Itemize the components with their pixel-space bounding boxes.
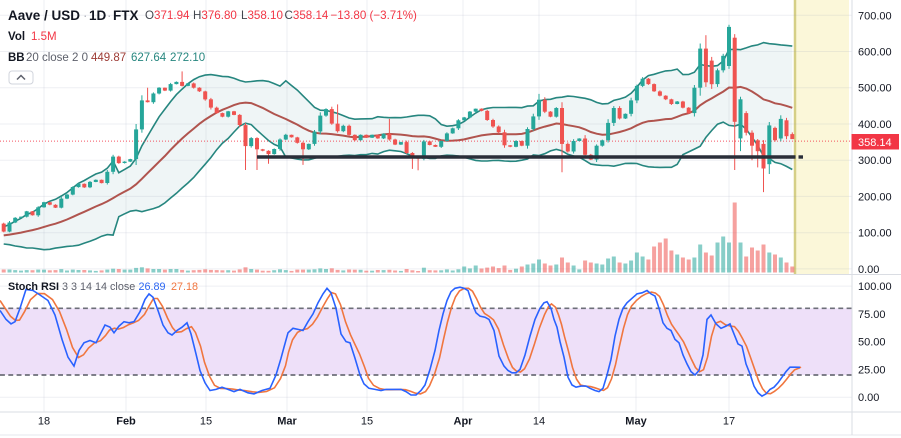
svg-text:0.00: 0.00 [858, 392, 879, 404]
svg-text:·: · [83, 8, 88, 23]
svg-text:500.00: 500.00 [858, 83, 892, 95]
svg-text:Apr: Apr [454, 416, 474, 428]
svg-text:0.00: 0.00 [858, 264, 879, 276]
svg-text:1D: 1D [89, 8, 107, 23]
svg-text:Aave / USD: Aave / USD [8, 8, 80, 23]
svg-text:358.14: 358.14 [858, 137, 892, 149]
svg-text:FTX: FTX [113, 8, 139, 23]
svg-text:·: · [107, 8, 112, 23]
svg-text:Mar: Mar [277, 416, 297, 428]
svg-text:15: 15 [200, 416, 212, 428]
svg-text:1.5M: 1.5M [31, 31, 57, 43]
svg-text:Feb: Feb [116, 416, 136, 428]
svg-text:50.00: 50.00 [858, 337, 886, 349]
svg-text:300.00: 300.00 [858, 155, 892, 167]
svg-text:15: 15 [361, 416, 373, 428]
svg-text:17: 17 [723, 416, 735, 428]
svg-text:100.00: 100.00 [858, 228, 892, 240]
svg-text:700.00: 700.00 [858, 10, 892, 22]
svg-text:Vol: Vol [8, 31, 25, 43]
svg-text:400.00: 400.00 [858, 119, 892, 131]
svg-text:75.00: 75.00 [858, 309, 886, 321]
svg-text:200.00: 200.00 [858, 191, 892, 203]
svg-text:18: 18 [38, 416, 50, 428]
svg-text:May: May [625, 416, 647, 428]
svg-text:600.00: 600.00 [858, 47, 892, 59]
svg-text:14: 14 [533, 416, 545, 428]
svg-text:25.00: 25.00 [858, 364, 886, 376]
svg-text:100.00: 100.00 [858, 281, 892, 293]
